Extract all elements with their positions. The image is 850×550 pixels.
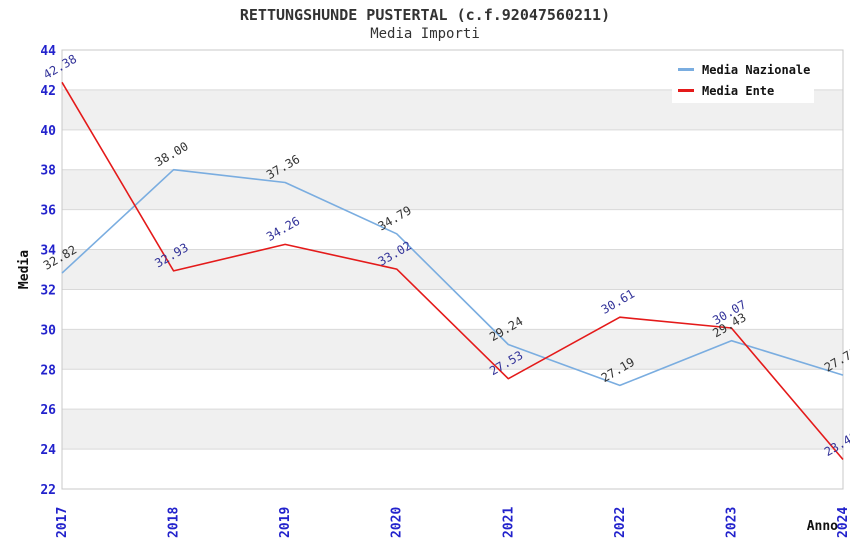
y-tick-label: 22	[40, 483, 56, 498]
x-tick-label: 2020	[390, 507, 405, 538]
y-tick-label: 38	[40, 164, 56, 179]
y-tick-label: 40	[40, 124, 56, 139]
y-tick-label: 24	[40, 443, 56, 458]
x-tick-label: 2022	[613, 507, 628, 538]
y-axis-title: Media	[17, 250, 32, 289]
x-tick-label: 2024	[836, 507, 850, 538]
y-tick-label: 26	[40, 403, 56, 418]
chart-legend: Media Nazionale Media Ente	[672, 57, 814, 103]
chart-title: RETTUNGSHUNDE PUSTERTAL (c.f.92047560211…	[239, 6, 611, 24]
legend-dash-nazionale-icon	[678, 68, 694, 71]
data-label: 38.00	[152, 139, 190, 169]
background-band	[62, 329, 843, 370]
y-tick-label: 44	[40, 44, 56, 59]
series-line-media-nazionale	[61, 168, 844, 387]
legend-label-media-ente: Media Ente	[702, 83, 775, 98]
legend-label-media-nazionale: Media Nazionale	[702, 62, 811, 77]
x-tick-label: 2021	[501, 507, 516, 538]
x-tick-label: 2019	[278, 507, 293, 538]
y-tick-label: 28	[40, 363, 56, 378]
series-line-media-ente	[61, 81, 844, 461]
x-tick-label: 2023	[724, 507, 739, 538]
background-band	[62, 169, 843, 210]
y-tick-label: 30	[40, 323, 56, 338]
data-label: 34.26	[264, 214, 302, 244]
y-tick-label: 32	[40, 283, 56, 298]
plot-border	[61, 49, 844, 490]
x-tick-label: 2017	[55, 507, 70, 538]
x-tick-label: 2018	[167, 507, 182, 538]
chart-subtitle: Media Importi	[370, 26, 480, 42]
x-axis-title: Anno	[807, 519, 838, 534]
data-label: 30.61	[599, 287, 637, 317]
y-tick-label: 36	[40, 204, 56, 219]
y-tick-label: 34	[40, 244, 56, 259]
legend-item-media-nazionale: Media Nazionale	[672, 63, 814, 77]
legend-item-media-ente: Media Ente	[672, 84, 814, 98]
background-band	[62, 249, 843, 290]
legend-dash-ente-icon	[678, 89, 694, 92]
background-band	[62, 409, 843, 450]
y-tick-label: 42	[40, 84, 56, 99]
